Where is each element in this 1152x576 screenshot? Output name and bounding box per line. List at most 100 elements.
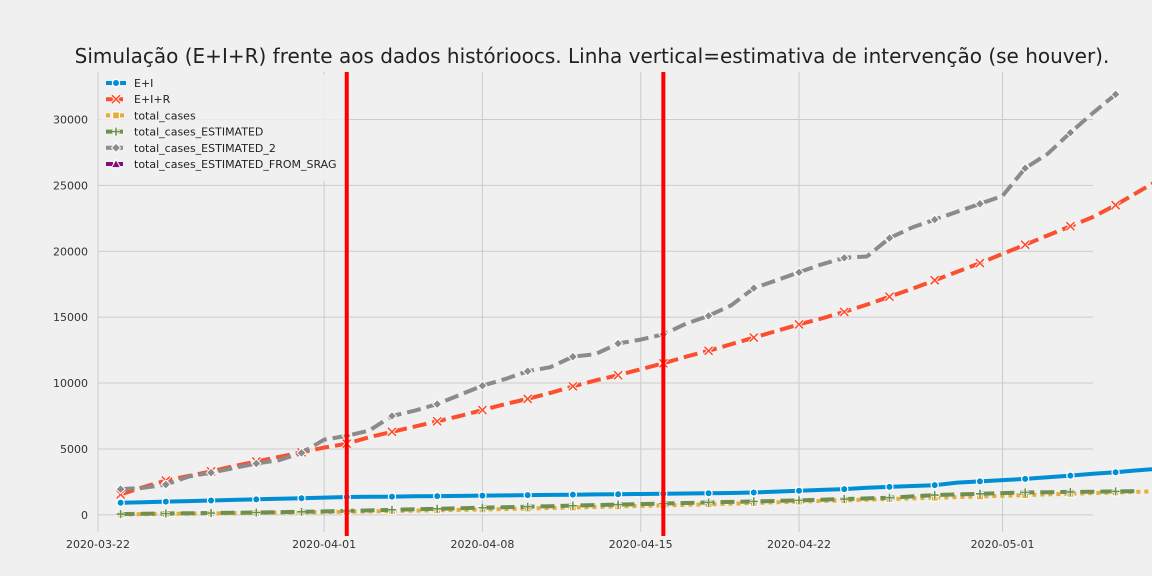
point-marker [160, 479, 172, 490]
series-point [975, 477, 985, 486]
series-point [1110, 199, 1121, 211]
series-point [703, 310, 714, 322]
legend-label: total_cases [134, 109, 196, 122]
series-point [1065, 221, 1076, 232]
point-marker [206, 496, 216, 505]
point-marker [1111, 200, 1121, 210]
series-point [386, 426, 398, 437]
series-point [523, 490, 532, 500]
x-axis-ticks: 2020-03-22 2020-04-01 2020-04-08 2020-04-15… [66, 538, 1034, 551]
series-point [115, 483, 126, 495]
point-marker [477, 405, 487, 415]
point-marker [112, 111, 120, 120]
point-marker [207, 509, 216, 518]
series-line [120, 489, 1139, 517]
series-point [1020, 239, 1031, 250]
series-point [1065, 127, 1076, 138]
y-tick-label: 10000 [53, 377, 88, 390]
series-point [115, 489, 126, 500]
point-marker [387, 427, 397, 437]
point-marker [793, 267, 805, 278]
point-marker [1110, 89, 1121, 100]
point-marker [704, 346, 714, 356]
series-point [522, 393, 533, 405]
series-point [704, 489, 713, 498]
series-point [568, 490, 578, 499]
point-marker [252, 495, 261, 504]
series-point [251, 458, 262, 469]
series-point [703, 345, 714, 356]
series-point [112, 127, 120, 136]
point-marker [930, 480, 939, 490]
series-point [884, 291, 895, 302]
y-tick-label: 25000 [53, 179, 88, 192]
x-tick-label: 2020-04-08 [450, 538, 514, 551]
legend-entry: total_cases_ESTIMATED_2 [106, 142, 276, 155]
series-point [252, 495, 261, 504]
point-marker [795, 496, 804, 505]
point-marker [161, 497, 171, 506]
series-point [930, 480, 939, 490]
point-marker [112, 127, 120, 136]
series-point [749, 497, 758, 506]
point-marker [111, 94, 121, 104]
point-marker [1020, 240, 1030, 250]
point-marker [1066, 471, 1075, 480]
series-point [116, 498, 125, 507]
point-marker [432, 416, 442, 426]
series-point [110, 142, 122, 154]
intervention-lines [344, 72, 666, 536]
point-marker [840, 495, 849, 504]
series-point [749, 488, 758, 497]
series-point [748, 282, 760, 294]
point-marker [522, 365, 533, 377]
point-marker [839, 252, 850, 264]
series-point [386, 410, 398, 422]
series-point [614, 500, 623, 509]
point-marker [297, 493, 306, 503]
series-point [885, 482, 894, 492]
legend-entry: E+I+R [106, 93, 171, 106]
point-marker [523, 490, 532, 500]
point-marker [704, 489, 713, 498]
series-point [929, 214, 940, 225]
series-point [1021, 488, 1030, 497]
series-point [840, 495, 849, 504]
series-point [297, 507, 306, 516]
point-marker [749, 497, 758, 506]
series-point [296, 447, 307, 459]
series-point [930, 491, 939, 500]
series-point [613, 489, 623, 499]
series-point [885, 493, 894, 502]
point-marker [116, 510, 125, 519]
series-point [523, 502, 532, 511]
point-marker [110, 142, 122, 154]
series-point [1019, 163, 1031, 174]
series-point [112, 111, 120, 120]
series-point [704, 498, 713, 507]
point-marker [885, 493, 894, 502]
legend-box [99, 74, 345, 181]
x-tick-label: 2020-04-22 [767, 538, 831, 551]
point-marker [613, 489, 623, 499]
point-marker [748, 282, 760, 294]
point-marker [567, 351, 579, 362]
point-marker [433, 491, 442, 501]
point-marker [1019, 163, 1031, 174]
legend-label: total_cases_ESTIMATED [134, 126, 263, 139]
legend-entry: E+I [106, 77, 153, 90]
series-point [567, 381, 579, 392]
legend-label: total_cases_ESTIMATED_FROM_SRAG [134, 158, 337, 171]
point-marker [704, 498, 713, 507]
series-point [207, 509, 216, 518]
x-tick-label: 2020-05-01 [971, 538, 1035, 551]
point-marker [614, 500, 623, 509]
point-marker [885, 482, 894, 492]
series-point [297, 493, 306, 503]
series-point [431, 398, 443, 410]
point-marker [478, 491, 487, 500]
x-tick-label: 2020-04-15 [609, 538, 673, 551]
series-point [839, 252, 850, 264]
y-tick-label: 5000 [60, 443, 88, 456]
point-marker [1065, 221, 1075, 231]
